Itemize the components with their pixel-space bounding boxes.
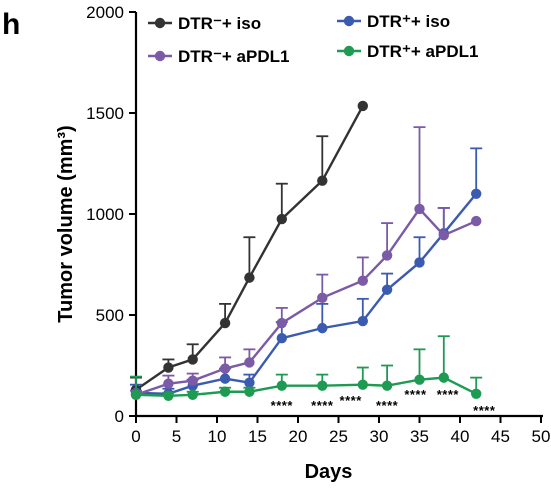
significance-label: **** [340, 393, 363, 408]
data-point [219, 363, 231, 374]
data-point [244, 272, 255, 283]
data-point [471, 188, 482, 199]
data-point [471, 215, 482, 227]
data-point [317, 322, 328, 334]
data-point [357, 315, 368, 327]
x-tick-label: 30 [370, 427, 389, 446]
significance-annotations: **** **** **** **** **** **** **** [271, 387, 496, 418]
data-point [244, 386, 255, 397]
data-point [381, 284, 393, 295]
y-tick-label: 500 [96, 306, 124, 325]
x-tick-label: 50 [532, 427, 551, 446]
data-point [130, 389, 142, 400]
legend-entry-3: DTR⁻+ aPDL1 [148, 47, 289, 66]
series-2 [130, 147, 483, 399]
data-point [317, 175, 328, 186]
y-tick-label: 0 [115, 407, 124, 426]
data-point [187, 389, 198, 400]
legend-label: DTR⁺+ iso [367, 12, 450, 31]
data-point [219, 317, 231, 329]
significance-label: **** [376, 398, 399, 413]
data-point [357, 100, 368, 112]
axes: 0 5 10 15 20 25 30 35 40 45 500500100015002000Days… [55, 3, 550, 483]
data-point [414, 257, 425, 268]
data-point [357, 275, 368, 286]
legend-label: DTR⁺+ aPDL1 [367, 42, 478, 61]
significance-label: **** [473, 403, 496, 418]
y-tick-label: 1500 [86, 104, 124, 123]
x-axis-title: Days [305, 461, 353, 483]
legend-entry-1: DTR⁻+ iso [148, 14, 261, 33]
data-point [381, 380, 393, 391]
legend-marker [154, 17, 166, 29]
data-point [471, 388, 482, 399]
data-point [276, 380, 287, 391]
data-point [219, 373, 231, 384]
data-point [244, 377, 255, 388]
significance-label: **** [404, 387, 427, 402]
data-point [187, 375, 198, 386]
legend: DTR⁻+ iso DTR⁺+ iso DTR⁻+ aPDL1 DTR⁺+ aPDL1 [148, 12, 478, 66]
data-point [414, 203, 425, 215]
significance-label: **** [311, 398, 334, 413]
x-tick-label: 15 [248, 427, 267, 446]
y-tick-label: 2000 [86, 3, 124, 22]
legend-marker [343, 45, 355, 57]
data-point [276, 317, 287, 329]
y-axis-title: Tumor volume (mm³) [55, 125, 77, 322]
x-tick-label: 25 [329, 427, 348, 446]
data-point [276, 333, 287, 344]
data-point [438, 372, 449, 383]
data-point [317, 380, 328, 391]
x-tick-label: 10 [208, 427, 227, 446]
data-point [163, 378, 174, 389]
x-tick-label: 20 [289, 427, 308, 446]
series-line [135, 193, 478, 395]
data-point [163, 390, 174, 401]
data-point [244, 357, 255, 368]
panel-label: h [2, 8, 20, 41]
legend-label: DTR⁻+ aPDL1 [178, 47, 289, 66]
y-tick-label: 1000 [86, 205, 124, 224]
data-point [381, 250, 393, 261]
x-tick-label: 5 [172, 427, 181, 446]
significance-label: **** [271, 398, 294, 413]
x-tick-label: 45 [491, 427, 510, 446]
data-point [276, 213, 287, 225]
data-point [187, 354, 198, 365]
data-point [219, 386, 231, 397]
legend-entry-4: DTR⁺+ aPDL1 [337, 42, 478, 61]
series-3 [130, 126, 482, 400]
data-point [357, 379, 368, 390]
data-point [317, 292, 328, 304]
data-point [438, 230, 449, 241]
data-point [163, 362, 174, 373]
legend-entry-2: DTR⁺+ iso [337, 12, 450, 31]
legend-marker [154, 50, 166, 62]
series-4 [130, 335, 483, 401]
x-tick-label: 0 [131, 427, 140, 446]
legend-marker [343, 15, 355, 27]
significance-label: **** [437, 387, 460, 402]
legend-label: DTR⁻+ iso [178, 14, 261, 33]
data-point [414, 374, 425, 385]
x-tick-label: 40 [451, 427, 470, 446]
x-tick-label: 35 [410, 427, 429, 446]
series-layer [130, 100, 483, 401]
